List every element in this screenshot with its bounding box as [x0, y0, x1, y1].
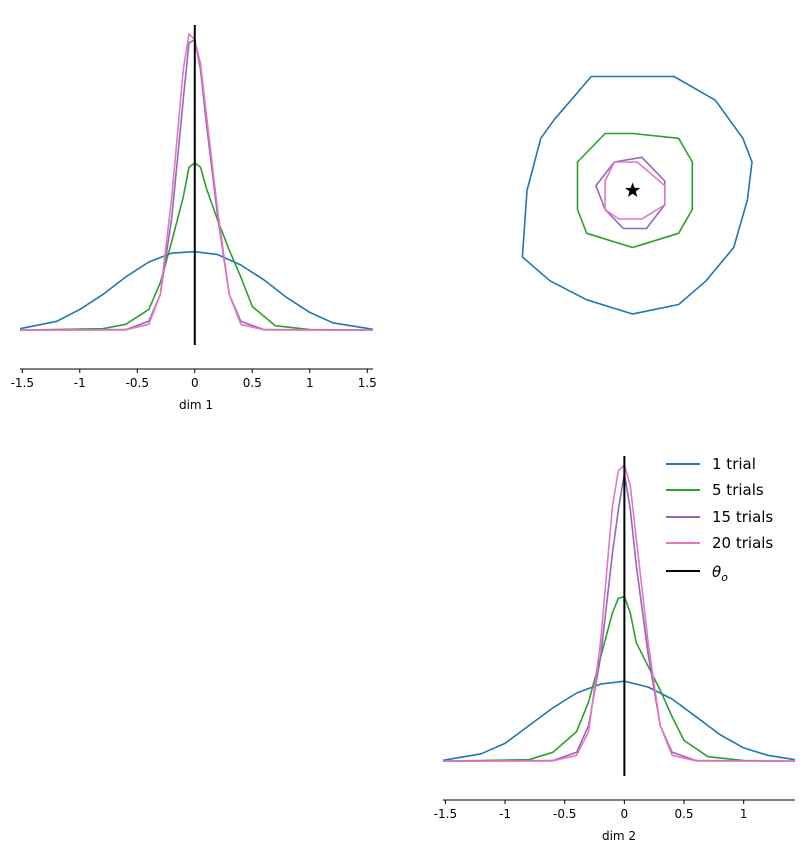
- dim-1-marginal-series-5-trials: [19, 162, 374, 331]
- dim-1-marginal-series-20-trials: [19, 33, 374, 332]
- dim-2-marginal-x-tick-label: -1: [499, 807, 511, 821]
- legend-label-15-trials: 15 trials: [712, 508, 773, 526]
- dim-1-marginal-panel: -1.5 -1 -0.5 0 0.5 1 1.5 dim 1: [11, 25, 377, 412]
- legend-label-1-trial: 1 trial: [712, 455, 756, 473]
- dim-1-marginal-x-tick-label: 1: [306, 376, 314, 390]
- dim-2-marginal-x-tick-label: 0: [621, 807, 629, 821]
- dim-1-marginal-series-15-trials: [19, 38, 374, 332]
- joint-contour-series-5-trials: [576, 132, 694, 249]
- legend-item-theta-o: θo: [666, 563, 728, 584]
- dim-2-marginal-x-tick-label: 1: [740, 807, 748, 821]
- dim-2-marginal-panel: -1.5 -1 -0.5 0 0.5 1 dim 2: [434, 456, 796, 843]
- legend-item-5-trials: 5 trials: [666, 481, 764, 499]
- joint-contour-panel: [521, 75, 753, 315]
- joint-contour-marker-layer: [625, 182, 641, 197]
- joint-contour-series-layer: [521, 75, 753, 315]
- dim-1-marginal-x-tick-label: 0.5: [243, 376, 262, 390]
- legend-item-1-trial: 1 trial: [666, 455, 756, 473]
- theta-o-star-marker: [625, 182, 641, 197]
- dim-2-marginal-series-5-trials: [442, 595, 796, 762]
- dim-2-marginal-series-1-trial: [442, 680, 796, 762]
- legend-label-theta-o: θo: [712, 563, 728, 584]
- legend-item-15-trials: 15 trials: [666, 508, 773, 526]
- dim-1-marginal-x-tick-label: -1.5: [11, 376, 34, 390]
- legend-item-20-trials: 20 trials: [666, 534, 773, 552]
- dim-1-marginal-x-tick-label: 0: [191, 376, 199, 390]
- dim-1-marginal-series-1-trial: [19, 250, 374, 331]
- dim-1-x-axis: -1.5 -1 -0.5 0 0.5 1 1.5: [11, 368, 377, 390]
- legend-label-5-trials: 5 trials: [712, 481, 764, 499]
- dim-1-marginal-x-tick-label: -0.5: [126, 376, 149, 390]
- dim-2-x-axis-label: dim 2: [602, 829, 636, 843]
- dim-1-marginal-x-tick-label: 1.5: [358, 376, 377, 390]
- dim-2-marginal-x-tick-label: -0.5: [553, 807, 576, 821]
- dim-2-marginal-x-tick-label: -1.5: [434, 807, 457, 821]
- dim-1-marginal-x-tick-label: -1: [74, 376, 86, 390]
- legend-label-20-trials: 20 trials: [712, 534, 773, 552]
- legend-label-theta-subscript: o: [721, 571, 728, 584]
- dim-1-x-axis-label: dim 1: [179, 398, 213, 412]
- joint-contour-series-20-trials: [604, 161, 666, 220]
- legend: 1 trial 5 trials 15 trials 20 trials θo: [666, 455, 773, 584]
- joint-contour-series-1-trial: [521, 75, 753, 315]
- dim-2-marginal-x-tick-label: 0.5: [674, 807, 693, 821]
- legend-label-theta-symbol: θ: [712, 563, 721, 581]
- dim-1-series-layer: [19, 33, 374, 332]
- dim-2-x-axis: -1.5 -1 -0.5 0 0.5 1: [434, 799, 795, 821]
- joint-contour-series-15-trials: [595, 156, 666, 230]
